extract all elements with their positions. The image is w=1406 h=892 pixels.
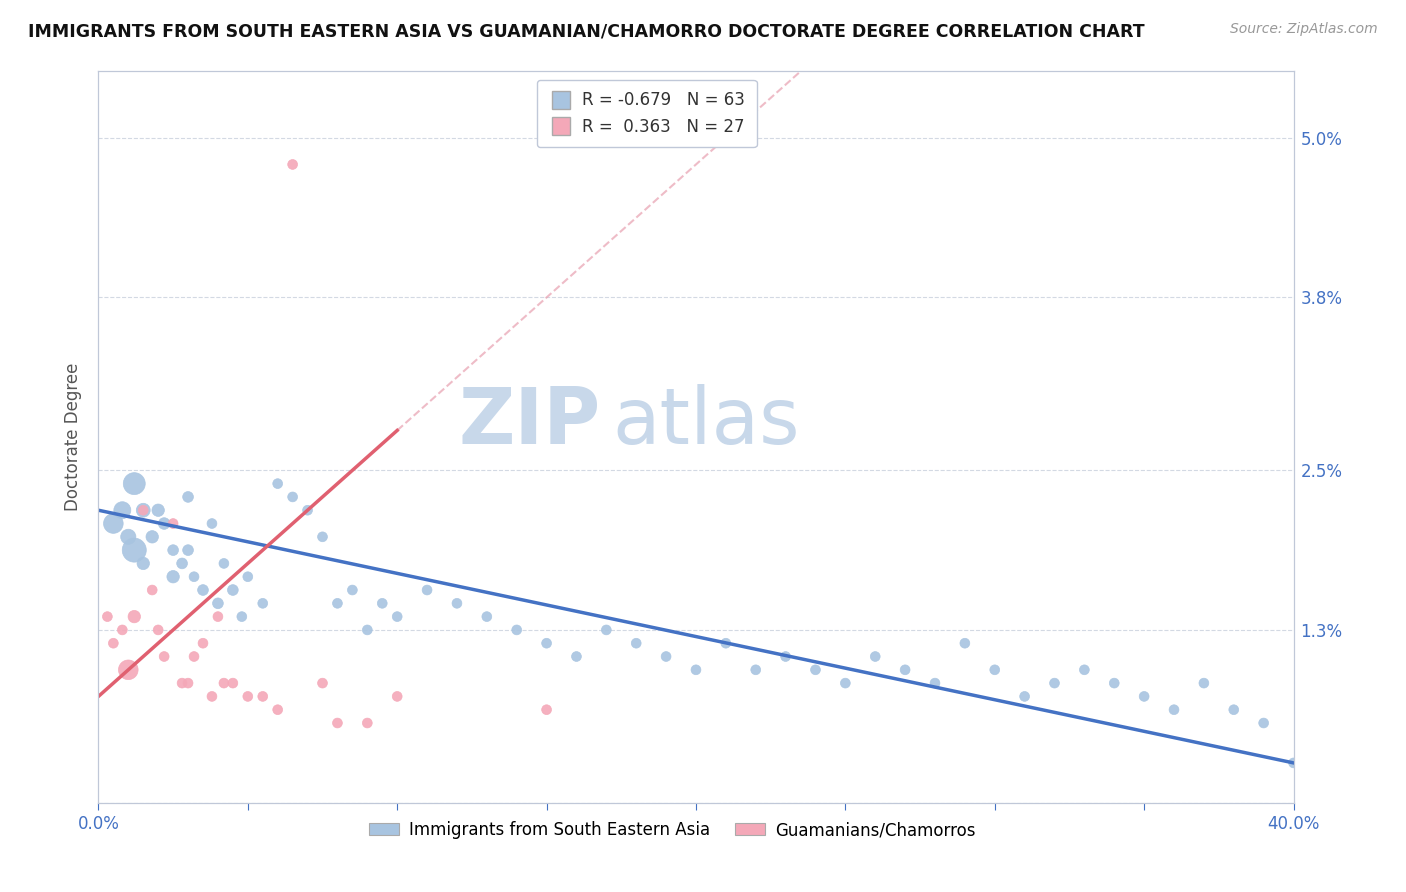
Point <box>536 703 558 717</box>
Point <box>201 690 224 704</box>
Point <box>475 609 498 624</box>
Point <box>356 623 378 637</box>
Point <box>385 690 409 704</box>
Point <box>231 609 253 624</box>
Point <box>183 649 205 664</box>
Point <box>124 476 146 491</box>
Point <box>141 530 163 544</box>
Point <box>148 623 170 637</box>
Point <box>924 676 946 690</box>
Point <box>103 636 125 650</box>
Point <box>141 582 163 597</box>
Point <box>326 596 349 610</box>
Point <box>506 623 529 637</box>
Point <box>236 690 259 704</box>
Point <box>252 596 274 610</box>
Point <box>865 649 887 664</box>
Point <box>281 490 304 504</box>
Point <box>371 596 394 610</box>
Point <box>177 543 200 558</box>
Point <box>207 596 229 610</box>
Point <box>153 649 176 664</box>
Point <box>536 636 558 650</box>
Point <box>385 609 409 624</box>
Point <box>311 530 333 544</box>
Point <box>162 543 184 558</box>
Point <box>565 649 588 664</box>
Point <box>984 663 1007 677</box>
Point <box>172 676 194 690</box>
Point <box>132 503 155 517</box>
Point <box>212 676 235 690</box>
Point <box>281 157 304 171</box>
Point <box>148 503 170 517</box>
Point <box>685 663 707 677</box>
Point <box>1014 690 1036 704</box>
Point <box>804 663 827 677</box>
Point <box>252 690 274 704</box>
Point <box>222 676 245 690</box>
Point <box>834 676 856 690</box>
Point <box>1163 703 1185 717</box>
Point <box>177 490 200 504</box>
Point <box>162 516 184 531</box>
Point <box>626 636 648 650</box>
Point <box>111 503 134 517</box>
Point <box>953 636 976 650</box>
Point <box>1192 676 1215 690</box>
Point <box>1043 676 1066 690</box>
Point <box>132 503 155 517</box>
Point <box>745 663 768 677</box>
Point <box>267 476 290 491</box>
Legend: Immigrants from South Eastern Asia, Guamanians/Chamorros: Immigrants from South Eastern Asia, Guam… <box>363 814 981 846</box>
Point <box>236 570 259 584</box>
Point <box>201 516 224 531</box>
Point <box>117 663 139 677</box>
Point <box>191 582 214 597</box>
Point <box>1104 676 1126 690</box>
Point <box>124 609 146 624</box>
Y-axis label: Doctorate Degree: Doctorate Degree <box>65 363 83 511</box>
Point <box>96 609 118 624</box>
Point <box>183 570 205 584</box>
Point <box>267 703 290 717</box>
Point <box>326 716 349 731</box>
Point <box>1282 756 1305 770</box>
Point <box>172 557 194 571</box>
Point <box>446 596 468 610</box>
Point <box>222 582 245 597</box>
Point <box>132 557 155 571</box>
Point <box>1253 716 1275 731</box>
Point <box>111 623 134 637</box>
Point <box>297 503 319 517</box>
Point <box>1223 703 1246 717</box>
Point <box>714 636 737 650</box>
Point <box>212 557 235 571</box>
Point <box>177 676 200 690</box>
Text: atlas: atlas <box>613 384 800 460</box>
Point <box>1073 663 1095 677</box>
Point <box>416 582 439 597</box>
Text: IMMIGRANTS FROM SOUTH EASTERN ASIA VS GUAMANIAN/CHAMORRO DOCTORATE DEGREE CORREL: IMMIGRANTS FROM SOUTH EASTERN ASIA VS GU… <box>28 22 1144 40</box>
Point <box>655 649 678 664</box>
Point <box>356 716 378 731</box>
Point <box>1133 690 1156 704</box>
Point <box>894 663 917 677</box>
Point <box>595 623 617 637</box>
Point <box>103 516 125 531</box>
Point <box>117 530 139 544</box>
Point <box>124 543 146 558</box>
Point <box>311 676 333 690</box>
Point <box>207 609 229 624</box>
Point <box>775 649 797 664</box>
Point <box>342 582 364 597</box>
Text: ZIP: ZIP <box>458 384 600 460</box>
Point <box>191 636 214 650</box>
Point <box>153 516 176 531</box>
Point <box>162 570 184 584</box>
Text: Source: ZipAtlas.com: Source: ZipAtlas.com <box>1230 22 1378 37</box>
